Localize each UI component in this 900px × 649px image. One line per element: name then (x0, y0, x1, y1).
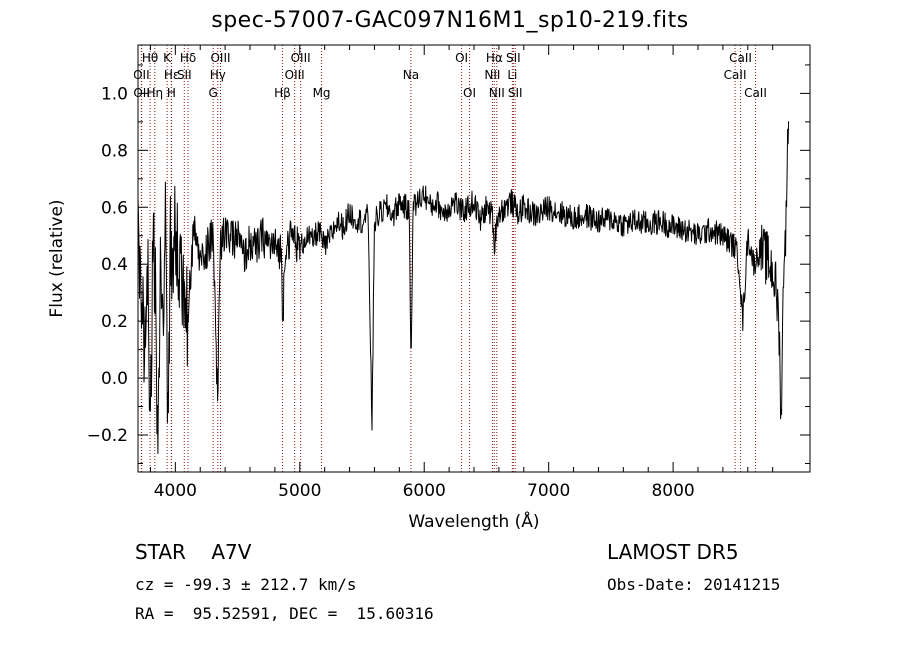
y-tick-label: −0.2 (87, 426, 128, 446)
survey-label: LAMOST DR5 (607, 540, 739, 564)
line-label: Hγ (210, 68, 226, 82)
y-tick-label: 0.4 (101, 255, 128, 275)
line-label: Mg (313, 86, 331, 100)
x-tick-label: 5000 (278, 481, 321, 501)
x-tick-label: 6000 (403, 481, 446, 501)
line-label: Hβ (274, 86, 291, 100)
redshift-label: cz = -99.3 ± 212.7 km/s (135, 575, 357, 594)
line-label: CaII (724, 68, 747, 82)
line-label: CaII (744, 86, 767, 100)
line-label: SII (508, 86, 523, 100)
star-class-label: STAR A7V (135, 540, 252, 564)
x-tick-label: 8000 (651, 481, 694, 501)
line-label: Na (403, 68, 419, 82)
line-label: SII (506, 51, 521, 65)
line-label: OI (463, 86, 476, 100)
line-label: H (167, 86, 176, 100)
plot-frame (137, 44, 811, 473)
line-label: NII (484, 68, 500, 82)
line-label: OIII (285, 68, 305, 82)
y-axis-ticks: −0.2 0.0 0.2 0.4 0.6 0.8 1.0 (87, 64, 810, 464)
obs-date-label: Obs-Date: 20141215 (607, 575, 781, 594)
line-label: Hε (164, 68, 180, 82)
y-tick-label: 0.0 (101, 369, 128, 389)
x-tick-label: 7000 (527, 481, 570, 501)
x-axis-ticks: 4000 5000 6000 7000 8000 (149, 45, 774, 501)
x-tick-label: 4000 (154, 481, 197, 501)
line-label: K (163, 51, 172, 65)
line-label: Hη (146, 86, 163, 100)
y-tick-label: 1.0 (101, 84, 128, 104)
y-tick-label: 0.8 (101, 141, 128, 161)
y-tick-label: 0.2 (101, 312, 128, 332)
line-label: Hδ (180, 51, 196, 65)
spectrum-line (137, 121, 790, 454)
line-label: OIII (291, 51, 311, 65)
y-tick-label: 0.6 (101, 198, 128, 218)
coordinates-label: RA = 95.52591, DEC = 15.60316 (135, 604, 434, 623)
spectral-line-markers (140, 45, 756, 472)
line-label: Hα (486, 51, 503, 65)
line-label: OII (133, 68, 150, 82)
x-axis-label: Wavelength (Å) (408, 510, 539, 532)
line-label: NII (489, 86, 505, 100)
line-label: OI (455, 51, 468, 65)
line-label: OIII (210, 51, 230, 65)
line-label: Li (507, 68, 517, 82)
line-label: Hθ (142, 51, 158, 65)
y-axis-label: Flux (relative) (47, 199, 67, 317)
line-label: CaII (729, 51, 752, 65)
line-label: SII (177, 68, 192, 82)
chart-title: spec-57007-GAC097N16M1_sp10-219.fits (211, 8, 689, 33)
line-label: G (209, 86, 218, 100)
